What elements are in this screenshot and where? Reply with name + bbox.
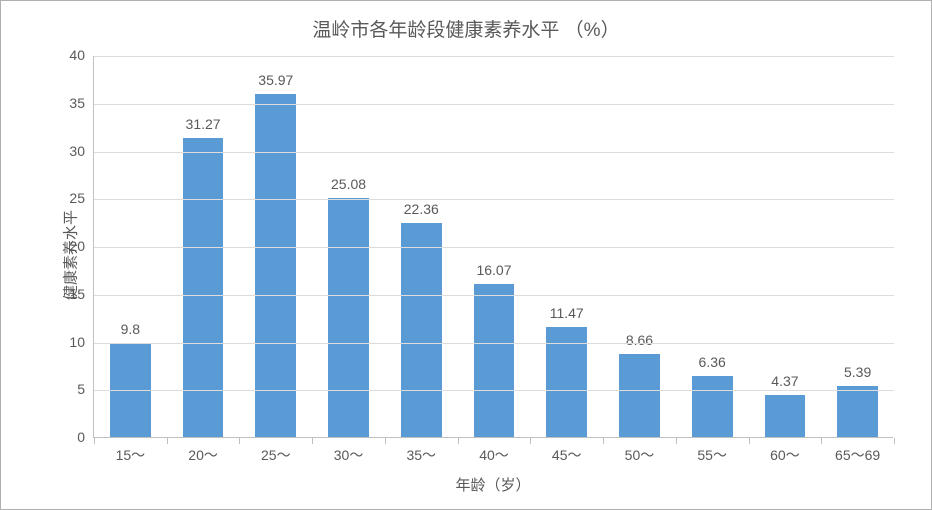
x-tick-mark: [385, 438, 386, 444]
y-tick-label: 5: [45, 381, 85, 397]
x-tick-label: 25～: [261, 445, 291, 465]
y-tick-label: 30: [45, 143, 85, 159]
bar: [328, 198, 369, 438]
bar-value-label: 35.97: [258, 72, 293, 88]
chart-title: 温岭市各年龄段健康素养水平 （%）: [1, 15, 931, 42]
y-tick-label: 25: [45, 190, 85, 206]
x-tick-label: 30～: [334, 445, 364, 465]
x-tick-mark: [530, 438, 531, 444]
gridline: [94, 56, 894, 57]
x-tick-mark: [94, 438, 95, 444]
gridline: [94, 343, 894, 344]
x-tick-label: 45～: [552, 445, 582, 465]
y-tick-label: 0: [45, 429, 85, 445]
x-tick-mark: [167, 438, 168, 444]
x-tick-mark: [312, 438, 313, 444]
bar: [692, 376, 733, 437]
x-tick-label: 35～: [406, 445, 436, 465]
bar-value-label: 16.07: [476, 262, 511, 278]
bar: [619, 354, 660, 437]
plot-area: 9.8 31.27 35.97 25.08 22.36 16.07 11.47 8.66 6.3…: [93, 56, 893, 438]
y-tick-label: 15: [45, 286, 85, 302]
bar-group: 16.07: [474, 55, 515, 437]
bar-group: 4.37: [765, 55, 806, 437]
bar-group: 6.36: [692, 55, 733, 437]
x-tick-mark: [821, 438, 822, 444]
gridline: [94, 152, 894, 153]
gridline: [94, 295, 894, 296]
x-tick-mark: [676, 438, 677, 444]
bars-layer: 9.8 31.27 35.97 25.08 22.36 16.07 11.47 8.66 6.3…: [94, 55, 894, 437]
x-tick-mark: [239, 438, 240, 444]
x-tick-mark: [603, 438, 604, 444]
bar-value-label: 22.36: [404, 201, 439, 217]
x-tick-label: 55～: [697, 445, 727, 465]
x-tick-label: 50～: [625, 445, 655, 465]
bar: [837, 386, 878, 437]
bar: [546, 327, 587, 437]
bar: [474, 284, 515, 437]
gridline: [94, 390, 894, 391]
gridline: [94, 199, 894, 200]
gridline: [94, 247, 894, 248]
y-tick-label: 10: [45, 334, 85, 350]
bar-value-label: 4.37: [771, 373, 798, 389]
bar-group: 35.97: [255, 55, 296, 437]
bar-group: 22.36: [401, 55, 442, 437]
bar-value-label: 6.36: [699, 354, 726, 370]
bar-value-label: 9.8: [121, 321, 140, 337]
bar-group: 8.66: [619, 55, 660, 437]
x-tick-mark: [749, 438, 750, 444]
bar: [255, 94, 296, 438]
chart-container: 温岭市各年龄段健康素养水平 （%） 健康素养水平 9.831.2735.9725…: [0, 0, 932, 510]
x-tick-label: 60～: [770, 445, 800, 465]
bar-value-label: 8.66: [626, 332, 653, 348]
x-tick-mark: [894, 438, 895, 444]
bar-group: 11.47: [546, 55, 587, 437]
bar-group: 25.08: [328, 55, 369, 437]
y-tick-label: 40: [45, 47, 85, 63]
x-tick-label: 65～69: [835, 445, 880, 465]
bar-group: 9.8: [110, 55, 151, 437]
x-tick-label: 40～: [479, 445, 509, 465]
bar-value-label: 11.47: [550, 305, 584, 321]
x-tick-label: 20～: [188, 445, 218, 465]
bar-value-label: 31.27: [186, 116, 221, 132]
bar-value-label: 5.39: [844, 364, 871, 380]
bar-value-label: 25.08: [331, 176, 366, 192]
bar: [765, 395, 806, 437]
x-axis-title: 年龄（岁）: [93, 474, 893, 495]
y-tick-label: 35: [45, 95, 85, 111]
gridline: [94, 104, 894, 105]
y-tick-label: 20: [45, 238, 85, 254]
bar-group: 31.27: [183, 55, 224, 437]
bar: [401, 223, 442, 437]
bar-group: 5.39: [837, 55, 878, 437]
x-tick-mark: [458, 438, 459, 444]
x-tick-label: 15～: [116, 445, 146, 465]
bar: [183, 138, 224, 437]
